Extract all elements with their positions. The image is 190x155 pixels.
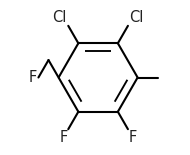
- Text: Cl: Cl: [52, 10, 67, 25]
- Text: Cl: Cl: [129, 10, 143, 25]
- Text: F: F: [59, 130, 67, 145]
- Text: F: F: [29, 70, 37, 85]
- Text: F: F: [129, 130, 137, 145]
